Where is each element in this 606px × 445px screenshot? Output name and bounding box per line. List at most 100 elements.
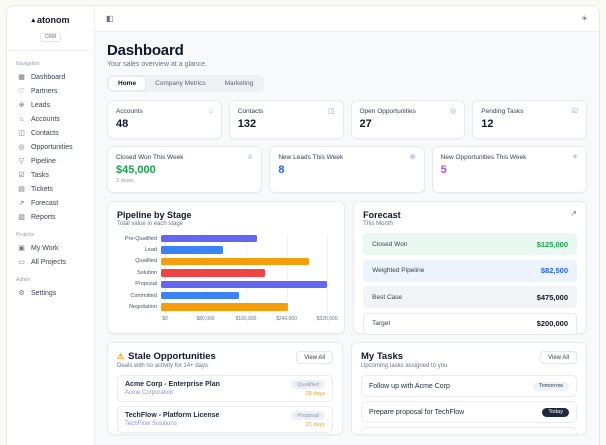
x-axis-tick: $0 [162, 316, 168, 322]
check-square-icon: ☑ [571, 108, 578, 115]
chart-bar-pre-qualified [161, 234, 257, 243]
tab-company-metrics[interactable]: Company Metrics [146, 77, 215, 90]
chart-category-label: Qualified [135, 258, 157, 265]
charts-row: Pipeline by Stage Total value in each st… [107, 201, 587, 335]
stat-card-pending-tasks: Pending Tasks ☑ 12 [472, 100, 587, 139]
stat-label: Closed Won This Week [116, 154, 184, 161]
opportunity-title: TechFlow - Platform License [125, 412, 220, 420]
sidebar-item-reports[interactable]: ▧ Reports [14, 210, 87, 224]
logo-text: atonom [37, 15, 70, 25]
nav-section-label: Navigation [16, 61, 40, 67]
page-subtitle: Your sales overview at a glance. [107, 61, 208, 68]
stat-subtext: 3 deals [116, 178, 134, 184]
tab-home[interactable]: Home [109, 77, 146, 90]
sidebar-item-opportunities[interactable]: ◎ Opportunities [14, 140, 87, 154]
stat-label: Open Opportunities [359, 108, 416, 115]
task-due-badge: Feb 25 [548, 434, 569, 435]
stat-value: 27 [359, 118, 372, 130]
stat-value: 12 [481, 118, 494, 130]
task-row[interactable]: Prepare proposal for TechFlow Today [361, 401, 577, 423]
stat-card-open-opportunities: Open Opportunities ◎ 27 [350, 100, 466, 139]
task-row[interactable]: Follow up with Acme Corp Tomorrow [361, 375, 577, 397]
chart-bar-solution [161, 269, 265, 277]
target-icon: ◎ [18, 143, 25, 151]
chart-bar-qualified [161, 257, 309, 266]
stale-opportunity-row[interactable]: TechFlow - Platform License TechFlow Sol… [117, 406, 333, 433]
chart-bar-committed [161, 291, 239, 300]
chart-category-label: Lead [144, 247, 157, 254]
chart-subtitle: Total value in each stage [117, 221, 184, 227]
chart-bar-lead [161, 246, 224, 254]
x-axis-tick: $320,000 [316, 316, 338, 322]
weekly-cards-row: Closed Won This Week ♕ $45,000 3 deals N… [107, 146, 587, 193]
sidebar-item-tickets[interactable]: ▤ Tickets [14, 182, 87, 196]
sidebar-item-leads[interactable]: ⊕ Leads [14, 98, 87, 112]
stale-opportunities-list: Acme Corp - Enterprise Plan Acme Corpora… [117, 375, 333, 434]
week-card-new-opportunities-this-week: New Opportunities This Week ✳ 5 [431, 146, 587, 193]
forecast-row-value: $125,000 [536, 239, 568, 249]
sidebar-item-all-projects[interactable]: ▭ All Projects [14, 255, 87, 269]
stale-view-all-button[interactable]: View All [296, 351, 333, 364]
stat-label: Accounts [116, 108, 143, 115]
opportunity-company: Acme Corporation [125, 389, 174, 396]
stat-label: New Opportunities This Week [440, 154, 527, 161]
stat-value: 8 [278, 164, 285, 176]
stage-badge: Proposal [291, 411, 325, 420]
sidebar-item-pipeline[interactable]: ▽ Pipeline [14, 154, 87, 168]
sidebar-item-accounts[interactable]: ⌂ Accounts [14, 112, 87, 126]
forecast-row-label: Weighted Pipeline [372, 267, 425, 274]
sidebar-item-forecast[interactable]: ↗ Forecast [14, 196, 87, 210]
sidebar-item-label: Leads [31, 101, 51, 109]
task-row[interactable]: Schedule demo with Horizon Labs Feb 25 [361, 427, 577, 435]
ticket-icon: ▤ [18, 185, 25, 193]
sidebar-item-partners[interactable]: ♡ Partners [14, 84, 87, 98]
task-title: Follow up with Acme Corp [369, 382, 450, 390]
topbar: ◧ ☀ [95, 6, 599, 32]
chart-row-pre-qualified: Pre-Qualified [117, 233, 335, 244]
trending-up-icon: ↗ [570, 209, 577, 218]
sidebar-item-settings[interactable]: ⚙ Settings [14, 286, 87, 300]
sidebar-toggle-icon[interactable]: ◧ [106, 13, 114, 23]
gear-icon: ⚙ [18, 289, 25, 297]
folder-icon: ▭ [18, 258, 25, 266]
briefcase-icon: ▣ [18, 244, 25, 252]
sidebar-item-dashboard[interactable]: ▦ Dashboard [14, 70, 87, 84]
users-icon: ◫ [327, 108, 335, 115]
logo: ▴ atonom CRM [7, 6, 94, 51]
nav-section-label: Admin [16, 277, 31, 283]
user-plus-icon: ⊕ [409, 154, 416, 161]
building-icon: ⌂ [19, 115, 24, 123]
chart-row-committed: Committed [117, 290, 335, 301]
user-plus-icon: ⊕ [18, 101, 25, 109]
forecast-row-best-case: Best Case $475,000 [363, 286, 577, 308]
sidebar-item-label: Tickets [31, 185, 53, 193]
sidebar-item-contacts[interactable]: ◫ Contacts [14, 126, 87, 140]
chart-row-negotiation: Negotiation [117, 301, 335, 312]
days-stale: 28 days [305, 391, 325, 397]
forecast-row-value: $200,000 [536, 319, 568, 328]
chart-bar-negotiation [161, 303, 289, 311]
grid-icon: ▦ [18, 73, 25, 81]
stale-opportunity-row[interactable]: Acme Corp - Enterprise Plan Acme Corpora… [117, 375, 333, 402]
my-tasks-card: My Tasks Upcoming tasks assigned to you … [351, 342, 587, 435]
sidebar-item-label: Opportunities [31, 143, 73, 151]
stat-label: New Leads This Week [278, 154, 344, 161]
stat-card-contacts: Contacts ◫ 132 [228, 100, 344, 139]
forecast-row-value: $475,000 [536, 292, 568, 302]
logo-icon: ▴ [31, 17, 35, 24]
file-text-icon: ▧ [18, 213, 25, 221]
x-axis-tick: $160,000 [235, 316, 257, 322]
stat-label: Contacts [237, 108, 264, 115]
sidebar-item-tasks[interactable]: ☑ Tasks [14, 168, 87, 182]
tasks-view-all-button[interactable]: View All [540, 351, 577, 364]
theme-toggle-icon[interactable]: ☀ [580, 13, 588, 23]
sidebar-item-label: Forecast [31, 199, 59, 207]
forecast-subtitle: This Month [363, 221, 393, 227]
bottom-row: ⚠ Stale Opportunities Deals with no acti… [107, 342, 587, 435]
building-icon: ⌂ [208, 108, 213, 115]
sidebar-item-label: Settings [31, 289, 57, 297]
tab-marketing[interactable]: Marketing [216, 77, 263, 90]
stale-opportunities-title: Stale Opportunities [128, 351, 216, 362]
sidebar-item-my-work[interactable]: ▣ My Work [14, 241, 87, 255]
stat-value: 5 [440, 164, 447, 176]
